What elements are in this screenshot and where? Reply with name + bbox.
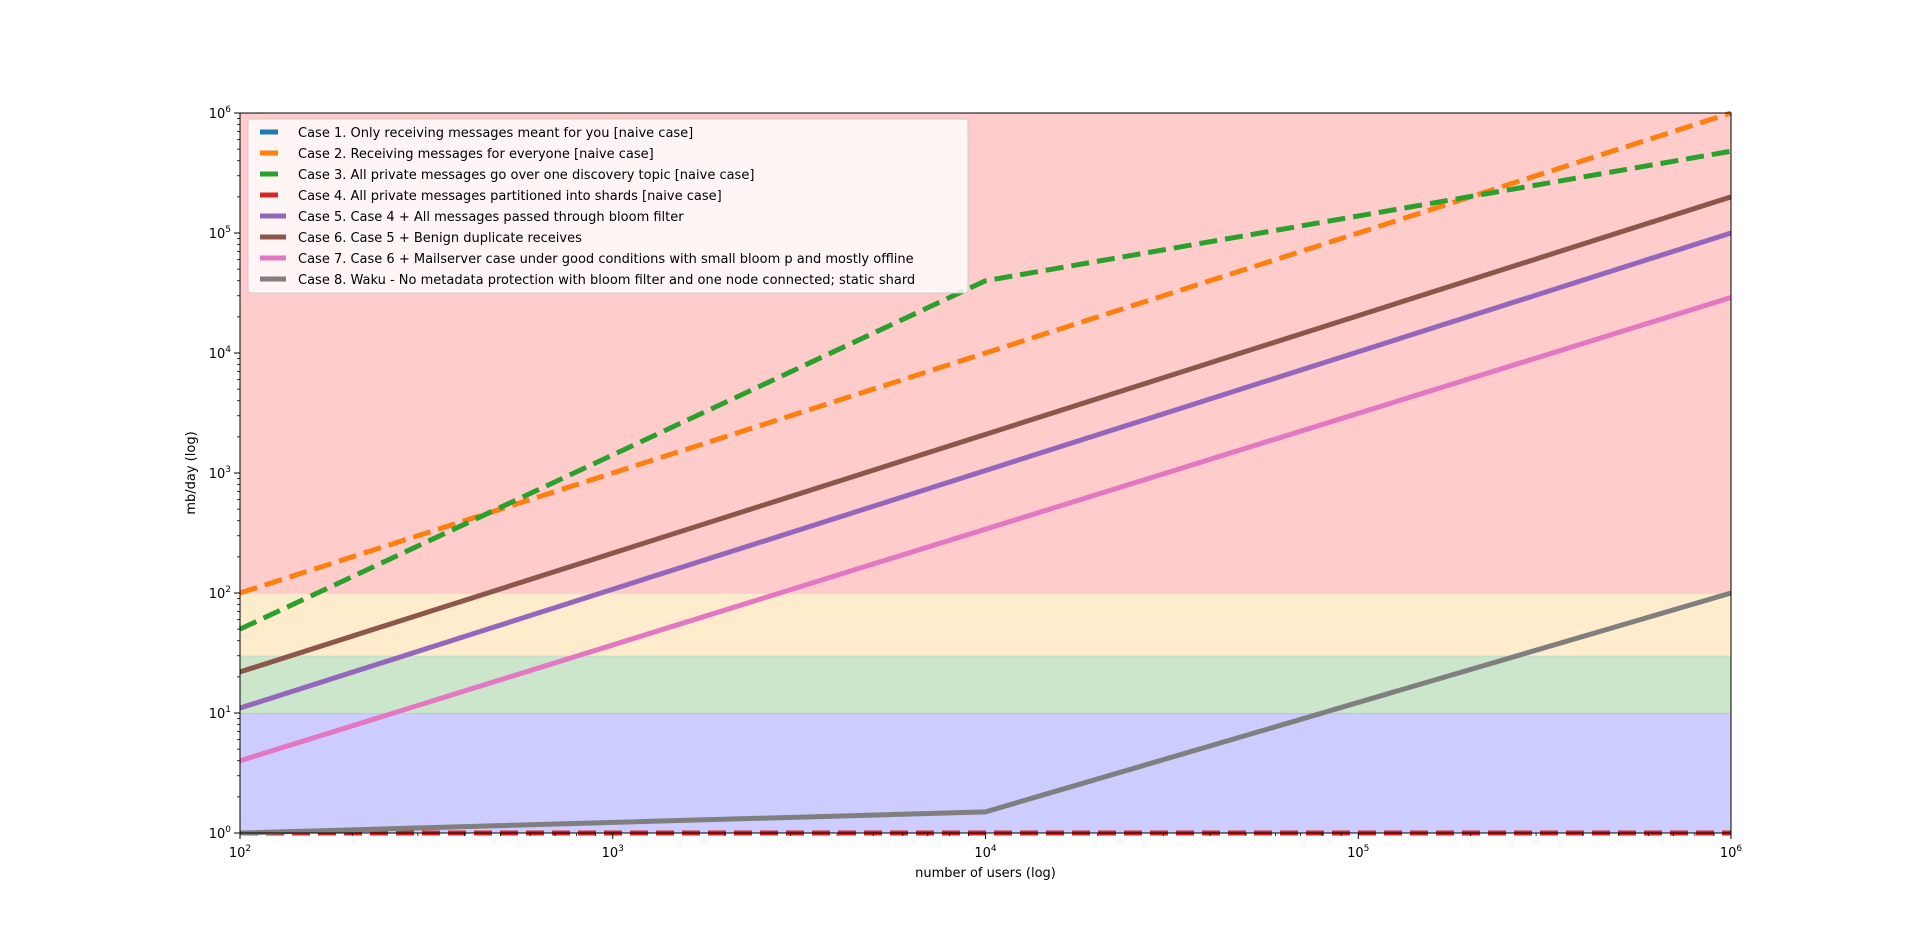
legend-box <box>247 118 969 294</box>
series-line-3 <box>238 148 1732 632</box>
series-line-7 <box>239 295 1732 764</box>
x-tick-label: 103 <box>602 844 624 861</box>
y-axis-label: mb/day (log) <box>184 431 199 514</box>
y-tick-label: 105 <box>209 225 231 242</box>
x-axis-label: number of users (log) <box>915 866 1056 881</box>
legend-label-3: Case 3. All private messages go over one… <box>298 168 754 183</box>
legend-label-7: Case 7. Case 6 + Mailserver case under g… <box>298 252 914 267</box>
band-0 <box>240 713 1731 833</box>
legend-label-1: Case 1. Only receiving messages meant fo… <box>298 126 693 141</box>
band-1 <box>240 655 1731 713</box>
y-tick-label: 102 <box>209 585 231 602</box>
legend-label-8: Case 8. Waku - No metadata protection wi… <box>298 273 915 288</box>
band-2 <box>240 593 1731 656</box>
legend-label-6: Case 6. Case 5 + Benign duplicate receiv… <box>298 231 582 246</box>
legend: Case 1. Only receiving messages meant fo… <box>247 118 969 294</box>
y-tick-label: 100 <box>209 825 232 842</box>
y-tick-label: 106 <box>209 105 232 122</box>
series-line-6 <box>239 194 1732 675</box>
y-tick-label: 103 <box>209 465 231 482</box>
legend-label-5: Case 5. Case 4 + All messages passed thr… <box>298 210 684 225</box>
axis-ticks: 102 103 104 105 106 100 101 102 103 104 105 106 <box>209 105 1743 861</box>
x-tick-label: 105 <box>1347 844 1369 861</box>
x-tick-label: 102 <box>229 844 251 861</box>
legend-label-2: Case 2. Receiving messages for everyone … <box>298 147 654 162</box>
legend-label-4: Case 4. All private messages partitioned… <box>298 189 722 204</box>
series-line-5 <box>239 230 1732 711</box>
x-tick-label: 104 <box>974 844 997 861</box>
y-tick-label: 101 <box>209 705 231 722</box>
y-tick-label: 104 <box>209 345 232 362</box>
series-line-8 <box>239 590 1732 836</box>
x-tick-label: 106 <box>1720 844 1743 861</box>
